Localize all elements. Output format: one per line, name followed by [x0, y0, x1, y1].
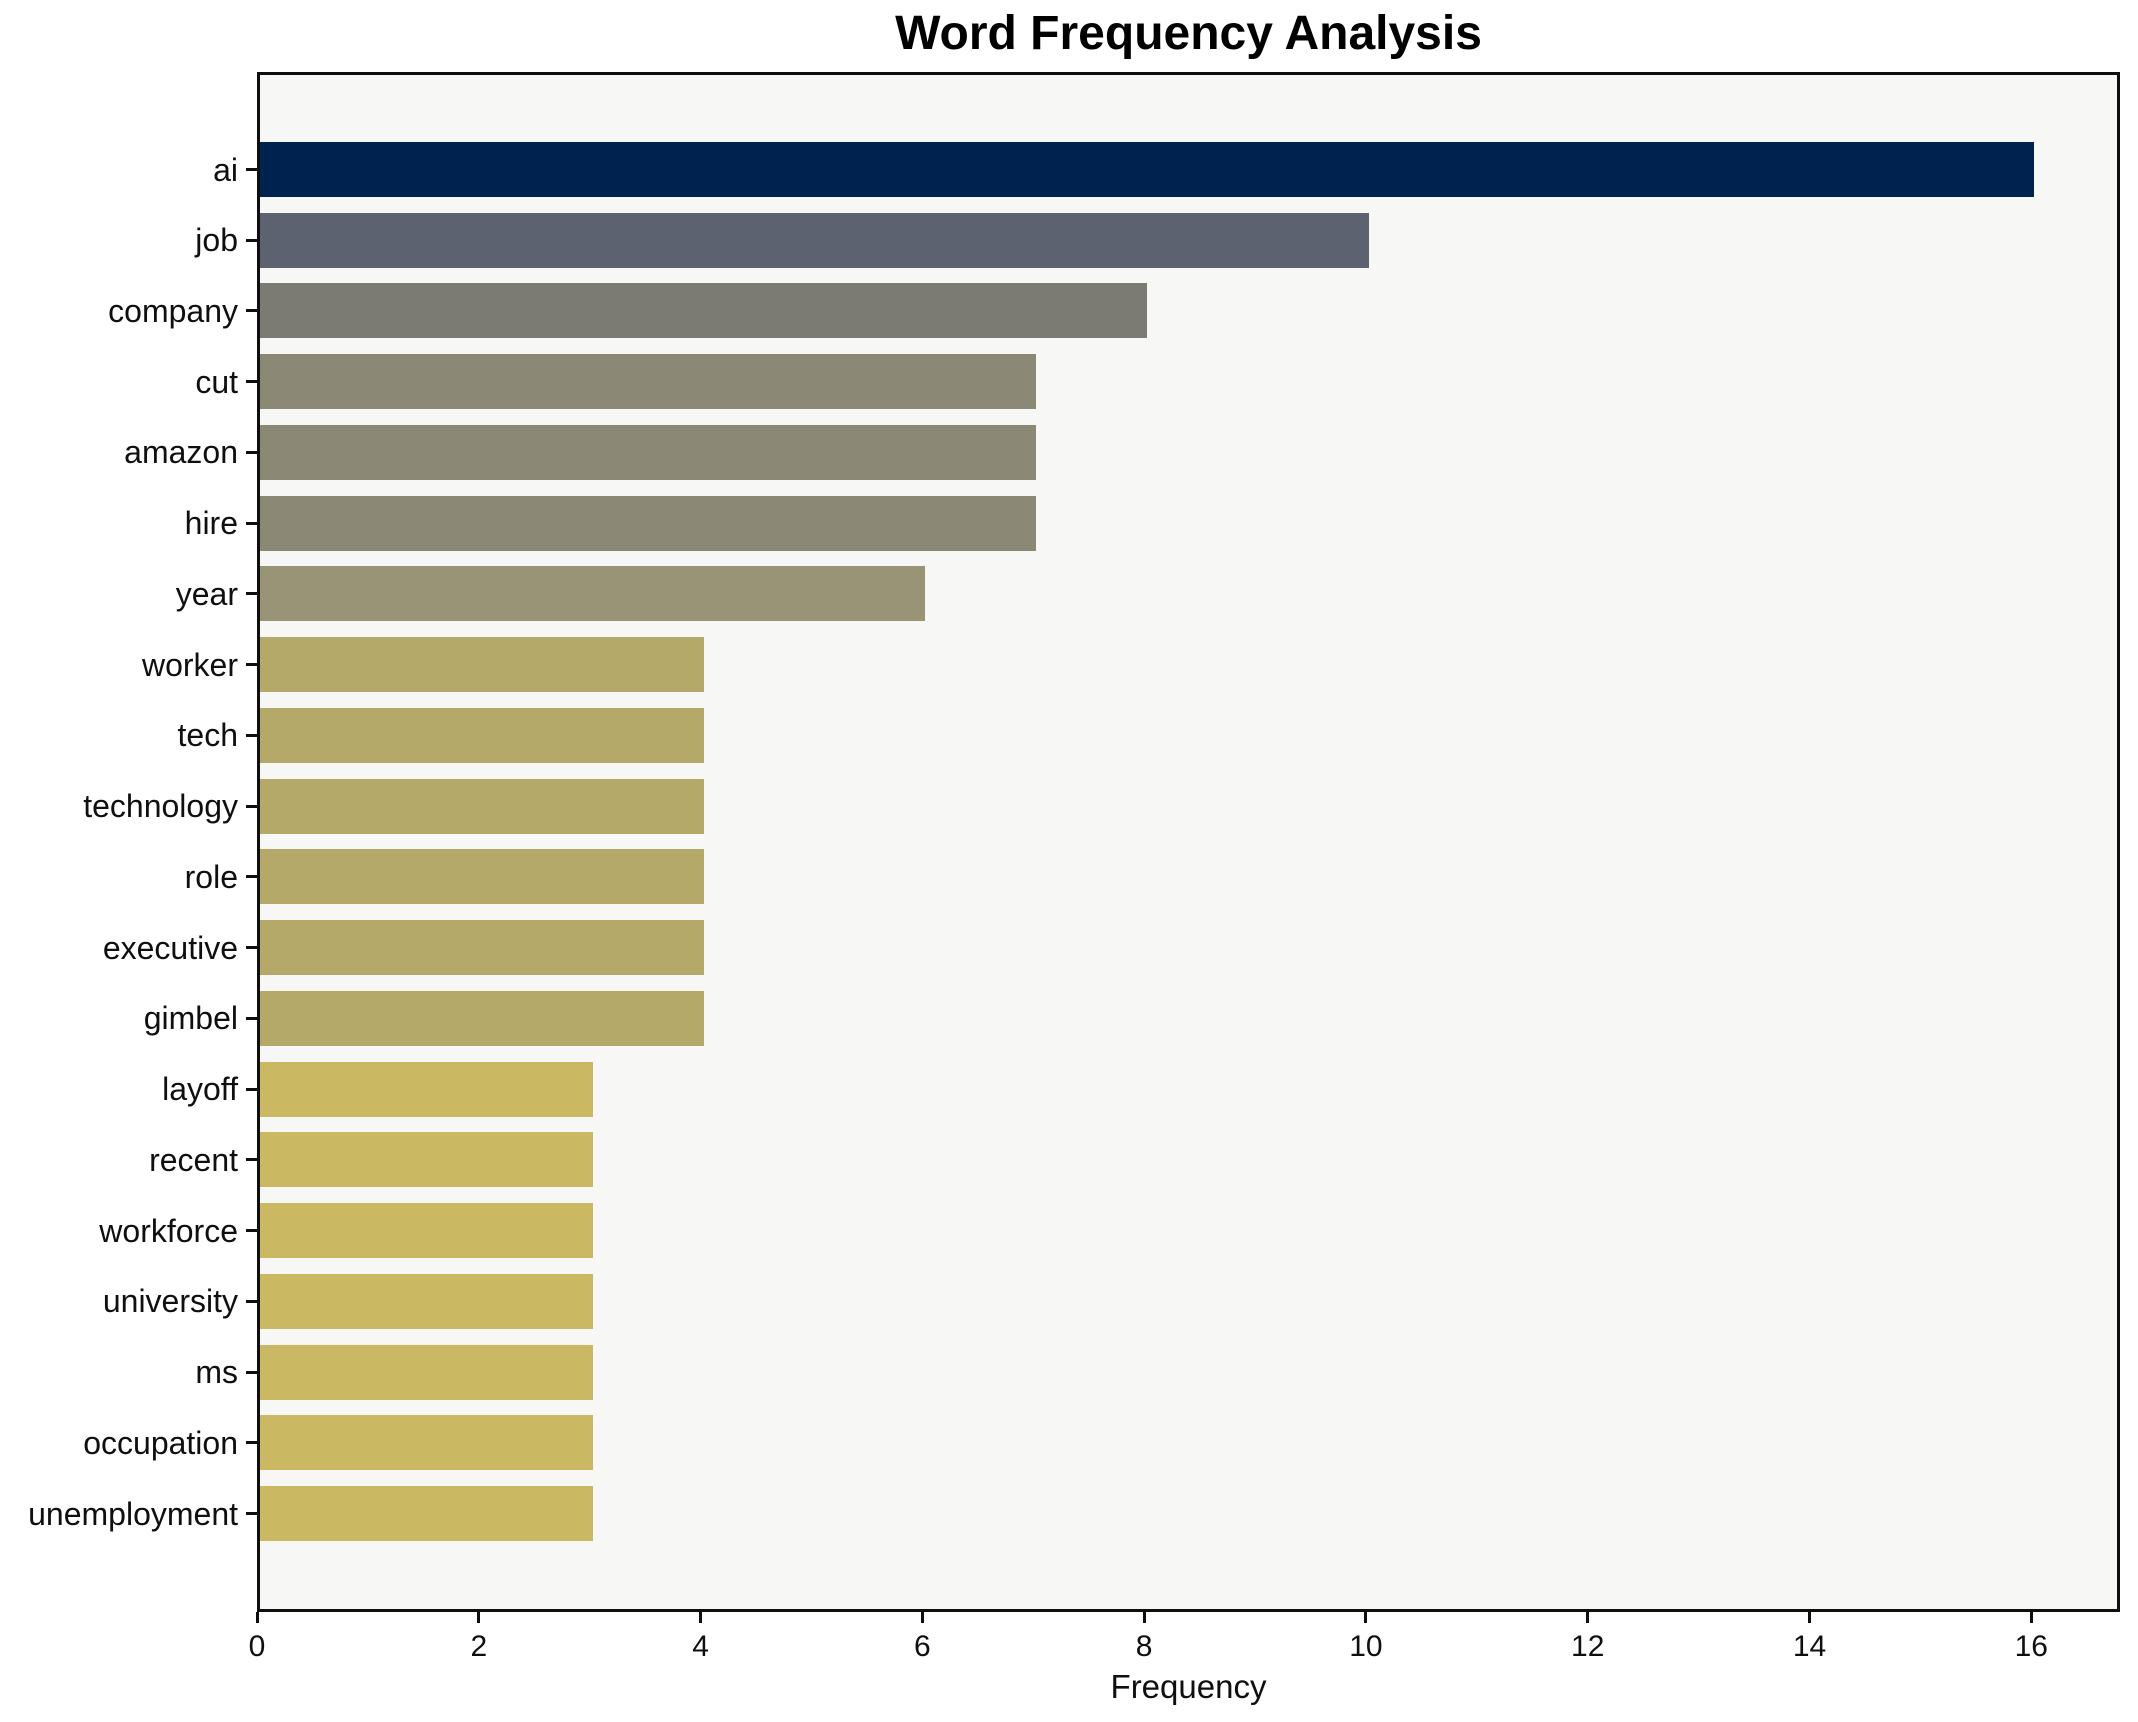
y-tick-mark [246, 663, 257, 667]
y-tick-mark [246, 168, 257, 171]
x-tick-label: 6 [914, 1630, 931, 1663]
y-tick-mark [246, 875, 257, 879]
y-tick-mark [246, 309, 257, 313]
y-tick-label: recent [149, 1141, 238, 1178]
x-tick-mark [1586, 1612, 1590, 1623]
bar-job [260, 212, 1369, 268]
y-tick-mark [246, 450, 257, 454]
x-tick-mark [255, 1612, 259, 1623]
x-tick-label: 2 [470, 1630, 488, 1663]
x-tick-label: 14 [1792, 1630, 1827, 1663]
bar-ms [260, 1344, 593, 1400]
bar-gimbel [260, 990, 704, 1046]
y-tick-mark [246, 592, 257, 596]
bar-technology [260, 778, 704, 834]
bar-worker [260, 637, 704, 693]
bar-ai [260, 142, 2035, 197]
y-tick-label: tech [177, 717, 238, 754]
x-tick-label: 0 [248, 1630, 266, 1663]
bar-cut [260, 354, 1037, 410]
y-tick-label: technology [83, 788, 238, 825]
bar-layoff [260, 1061, 593, 1117]
x-tick-mark [1364, 1612, 1368, 1623]
bar-role [260, 849, 704, 905]
y-tick-mark [246, 1016, 257, 1020]
y-tick-mark [246, 946, 257, 950]
y-tick-mark [246, 380, 257, 384]
bar-recent [260, 1132, 593, 1188]
y-tick-mark [246, 1158, 257, 1162]
y-tick-label: occupation [83, 1424, 238, 1461]
x-tick-label: 8 [1135, 1630, 1153, 1663]
x-tick-mark [1808, 1612, 1811, 1623]
y-tick-label: gimbel [143, 1000, 238, 1037]
y-tick-label: ai [213, 151, 238, 188]
y-tick-mark [246, 733, 257, 737]
bar-unemployment [260, 1486, 593, 1542]
x-axis-title: Frequency [1110, 1668, 1267, 1705]
y-tick-label: year [175, 575, 238, 612]
y-tick-label: ms [195, 1354, 238, 1391]
x-tick-label: 10 [1349, 1630, 1383, 1663]
bar-executive [260, 920, 704, 976]
y-tick-label: role [184, 858, 238, 895]
y-tick-mark [246, 1512, 257, 1516]
y-tick-mark [246, 1441, 257, 1445]
bar-workforce [260, 1203, 593, 1259]
y-tick-label: worker [141, 646, 238, 683]
y-tick-label: executive [102, 929, 238, 966]
bar-hire [260, 495, 1037, 551]
y-tick-label: company [108, 292, 238, 329]
y-tick-mark [246, 1229, 257, 1233]
plot-area [257, 72, 2120, 1612]
bar-tech [260, 707, 704, 763]
y-tick-label: amazon [124, 434, 238, 471]
x-tick-label: 12 [1571, 1630, 1605, 1663]
x-tick-label: 16 [2014, 1630, 2048, 1663]
y-tick-mark [246, 804, 257, 808]
y-tick-label: layoff [162, 1071, 238, 1108]
y-tick-mark [246, 1087, 257, 1091]
x-tick-mark [477, 1612, 481, 1623]
y-tick-mark [246, 1299, 257, 1303]
y-tick-label: hire [184, 505, 238, 542]
bar-amazon [260, 424, 1037, 480]
y-tick-label: job [195, 222, 238, 259]
y-tick-label: university [102, 1283, 238, 1320]
chart-title: Word Frequency Analysis [895, 7, 1482, 60]
x-tick-mark [920, 1612, 924, 1623]
bar-occupation [260, 1415, 593, 1471]
x-tick-mark [1142, 1612, 1146, 1623]
y-tick-label: cut [195, 363, 238, 400]
x-tick-mark [699, 1612, 703, 1623]
y-tick-mark [246, 238, 257, 242]
y-tick-mark [246, 1370, 257, 1374]
x-tick-label: 4 [692, 1630, 709, 1663]
y-tick-label: unemployment [28, 1495, 238, 1532]
bar-company [260, 283, 1148, 339]
y-tick-label: workforce [99, 1212, 238, 1249]
bar-university [260, 1273, 593, 1329]
bar-year [260, 566, 926, 622]
y-tick-mark [246, 521, 257, 525]
x-tick-mark [2029, 1612, 2033, 1623]
